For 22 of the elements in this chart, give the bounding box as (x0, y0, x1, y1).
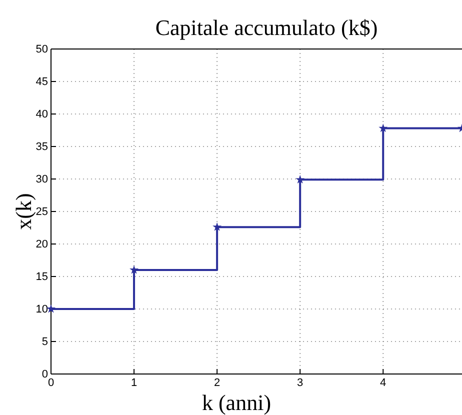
point (378, 124, 388, 132)
x-tick-label: 4 (380, 376, 386, 389)
point (130, 265, 139, 274)
y-tick-label: 0 (42, 368, 48, 381)
y-tick-label: 45 (36, 76, 48, 88)
y-tick-label: 30 (36, 174, 48, 186)
x-axis-title: k (anni) (202, 390, 272, 415)
y-tick-label: 5 (42, 336, 48, 348)
x-tick-label: 1 (130, 376, 138, 389)
y-tick-label: 10 (36, 304, 48, 316)
x-tick-label: 2 (214, 376, 220, 389)
chart-title: Capitale accumulato (k$) (155, 15, 378, 40)
y-tick-label: 20 (36, 238, 48, 251)
y-tick-label: 15 (36, 271, 48, 284)
point (212, 222, 222, 231)
y-tick-label: 50 (36, 44, 48, 56)
x-tick-label: 3 (297, 376, 304, 389)
point (296, 174, 305, 184)
y-tick-label: 40 (36, 108, 48, 121)
y-tick-label: 35 (36, 141, 48, 154)
y-axis-title: x(k) (11, 193, 36, 230)
y-tick-label: 25 (36, 206, 48, 218)
